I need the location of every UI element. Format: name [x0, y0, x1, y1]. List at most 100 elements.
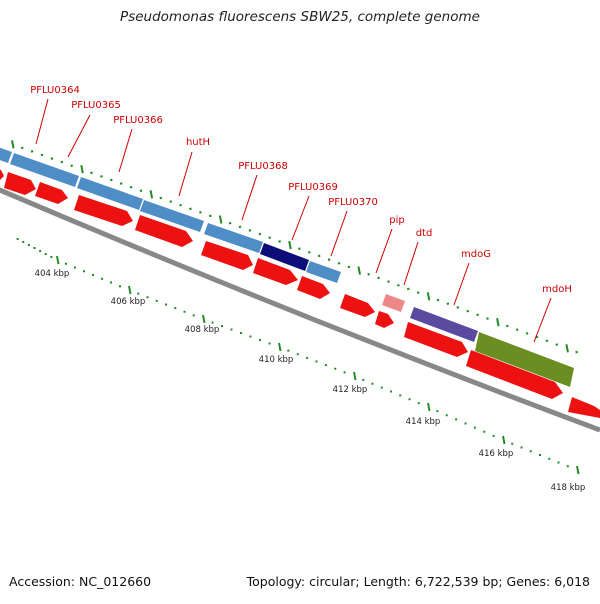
scale-dot: [44, 253, 47, 255]
gene-label[interactable]: dtd: [416, 228, 433, 239]
gene-leader-line: [291, 195, 310, 241]
scale-dot: [390, 390, 392, 393]
gene-arrow[interactable]: [568, 397, 600, 418]
scale-dot: [110, 281, 112, 284]
gene-label[interactable]: mdoG: [461, 249, 491, 260]
scale-dot: [455, 418, 458, 421]
upper-tick-track: [11, 140, 578, 354]
scale-dot: [183, 310, 186, 313]
tick-mark: [337, 261, 341, 265]
tick-mark: [426, 292, 431, 301]
tick-mark: [347, 265, 351, 269]
gene-arrow[interactable]: [404, 322, 468, 357]
tick-mark: [367, 272, 371, 276]
scale-dot: [566, 465, 569, 468]
tick-mark: [327, 258, 331, 261]
scale-dot: [74, 266, 76, 269]
scale-dot: [380, 386, 383, 389]
tick-mark: [377, 276, 380, 280]
cds-bar[interactable]: [382, 294, 405, 312]
scale-dot: [221, 325, 223, 327]
scale-dot: [473, 426, 476, 429]
gene-arrow[interactable]: [466, 350, 563, 399]
gene-label[interactable]: PFLU0366: [113, 115, 163, 126]
gene-label[interactable]: PFLU0365: [71, 100, 121, 111]
gene-label[interactable]: pip: [389, 215, 404, 226]
tick-mark: [159, 196, 163, 200]
gene-label[interactable]: PFLU0370: [328, 197, 378, 208]
gene-arrow[interactable]: [340, 294, 375, 317]
scale-dot: [83, 270, 85, 273]
gene-arrow[interactable]: [135, 215, 193, 247]
gene-arrow[interactable]: [74, 195, 133, 226]
gene-arrow[interactable]: [253, 258, 298, 285]
scale-dot: [371, 382, 374, 385]
cds-bar[interactable]: [260, 243, 309, 271]
gene-label[interactable]: mdoH: [542, 284, 572, 295]
gene-leader-line: [67, 114, 91, 158]
cds-bar[interactable]: [10, 153, 79, 187]
tick-mark: [545, 339, 549, 343]
scale-dot: [408, 398, 411, 401]
gene-label[interactable]: hutH: [186, 137, 210, 148]
tick-mark: [70, 164, 74, 167]
scale-major-tick: [56, 255, 60, 265]
scale-dot: [287, 349, 290, 352]
tick-mark: [248, 229, 252, 232]
scale-dot: [33, 247, 36, 249]
scale-label: 414 kbp: [406, 417, 441, 427]
gene-leader-line: [241, 174, 258, 221]
scale-dot: [483, 430, 486, 433]
gene-arrow[interactable]: [201, 241, 253, 270]
gene-leader-line: [403, 241, 419, 286]
accession-text: Accession: NC_012660: [9, 574, 152, 589]
gene-arrow[interactable]: [35, 182, 68, 204]
scale-dot: [174, 307, 177, 310]
gene-arrow[interactable]: [375, 311, 394, 328]
scale-dot: [445, 414, 448, 417]
scale-dot: [464, 422, 467, 425]
gene-label[interactable]: PFLU0369: [288, 182, 338, 193]
scale-label: 408 kbp: [185, 325, 220, 335]
tick-mark: [149, 190, 154, 199]
scale-dot: [230, 328, 233, 331]
tick-mark: [307, 251, 311, 254]
scale-dot: [324, 364, 327, 367]
scale-dot: [343, 371, 346, 374]
tick-mark: [397, 283, 400, 287]
cds-bar[interactable]: [204, 223, 263, 253]
tick-mark: [20, 146, 24, 150]
cds-bar[interactable]: [140, 200, 204, 232]
cds-bar[interactable]: [0, 146, 12, 163]
scale-dot: [548, 457, 551, 460]
cds-bar[interactable]: [410, 307, 478, 342]
tick-mark: [357, 266, 361, 275]
gene-label[interactable]: PFLU0368: [238, 161, 288, 172]
tick-mark: [288, 240, 292, 250]
scale-dot: [92, 274, 94, 276]
scale-label: 404 kbp: [35, 269, 70, 279]
cds-bar[interactable]: [77, 177, 143, 210]
gene-arrow-track: [0, 168, 600, 418]
tick-mark: [436, 298, 440, 302]
cds-bar[interactable]: [475, 332, 574, 387]
scale-dot: [22, 241, 25, 243]
gene-leader-line: [178, 151, 193, 197]
tick-mark: [555, 343, 559, 346]
gene-arrow[interactable]: [297, 276, 330, 299]
gene-leader-line: [118, 128, 133, 173]
gene-arrow[interactable]: [4, 172, 36, 195]
cds-bar[interactable]: [306, 261, 341, 283]
scale-dot: [65, 262, 67, 265]
gene-label[interactable]: PFLU0364: [30, 85, 80, 96]
tick-mark: [30, 150, 34, 153]
scale-label: 410 kbp: [259, 355, 294, 365]
scale-dot: [101, 277, 103, 280]
scale-dot: [362, 378, 365, 381]
scale-dot: [27, 244, 30, 246]
genome-summary-text: Topology: circular; Length: 6,722,539 bp…: [246, 574, 590, 589]
gene-arrow[interactable]: [0, 168, 4, 183]
tick-mark: [50, 157, 54, 160]
tick-mark: [100, 175, 103, 178]
